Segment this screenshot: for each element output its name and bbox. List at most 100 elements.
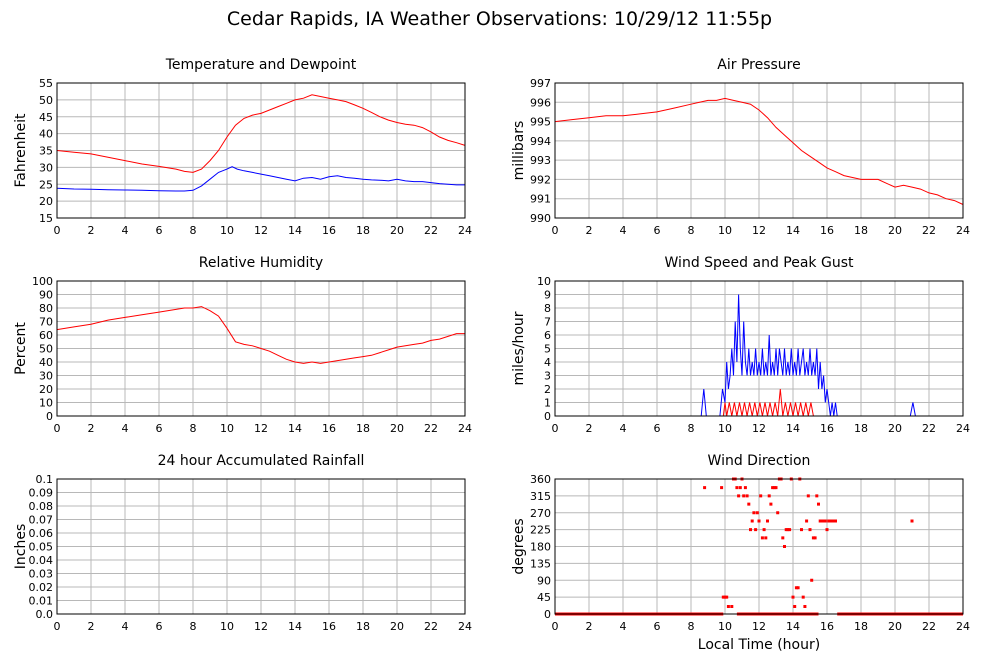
data-point xyxy=(808,528,812,532)
data-point xyxy=(766,519,769,523)
plot-frame xyxy=(554,280,964,417)
y-tick-label: 180 xyxy=(530,541,551,554)
x-tick-label: 10 xyxy=(718,422,732,435)
y-tick-label: 15 xyxy=(39,212,53,225)
data-point xyxy=(723,595,727,599)
data-point xyxy=(781,536,785,540)
x-tick-label: 12 xyxy=(752,422,766,435)
data-point xyxy=(800,528,803,532)
x-tick-label: 6 xyxy=(156,422,163,435)
data-point xyxy=(791,595,795,599)
y-tick-label: 997 xyxy=(530,77,551,90)
x-tick-label: 14 xyxy=(786,620,800,633)
x-tick-label: 20 xyxy=(390,224,404,237)
y-tick-label: 8 xyxy=(544,302,551,315)
data-point xyxy=(776,511,780,515)
x-tick-label: 16 xyxy=(820,620,834,633)
y-tick-label: 315 xyxy=(530,490,551,503)
y-tick-label: 0.01 xyxy=(29,595,54,608)
data-point xyxy=(820,519,824,523)
y-tick-label: 45 xyxy=(537,591,551,604)
x-tick-label: 4 xyxy=(122,422,129,435)
data-point xyxy=(793,605,797,608)
x-tick-label: 22 xyxy=(922,620,936,633)
x-tick-label: 24 xyxy=(458,422,472,435)
x-tick-label: 24 xyxy=(956,422,970,435)
data-point xyxy=(786,528,790,532)
x-tick-label: 6 xyxy=(654,224,661,237)
x-tick-label: 22 xyxy=(922,422,936,435)
data-point xyxy=(738,486,742,490)
y-tick-label: 45 xyxy=(39,111,53,124)
data-point xyxy=(764,536,768,540)
y-tick-label: 10 xyxy=(537,275,551,288)
plot-frame xyxy=(56,478,466,615)
series-line xyxy=(56,94,466,173)
y-tick-label: 90 xyxy=(39,289,53,302)
data-point xyxy=(749,528,752,532)
data-point xyxy=(794,586,798,590)
y-tick-label: 100 xyxy=(32,275,53,288)
y-axis-label: Percent xyxy=(13,322,29,375)
data-point xyxy=(811,536,815,540)
y-tick-label: 55 xyxy=(39,77,53,90)
data-point xyxy=(767,494,771,498)
x-tick-label: 10 xyxy=(220,224,234,237)
y-tick-label: 5 xyxy=(544,343,551,356)
data-point xyxy=(834,519,837,523)
x-tick-label: 10 xyxy=(220,620,234,633)
data-point xyxy=(760,536,764,540)
y-tick-label: 40 xyxy=(39,356,53,369)
x-tick-label: 0 xyxy=(552,620,559,633)
x-tick-label: 12 xyxy=(254,620,268,633)
data-point xyxy=(769,502,773,506)
y-axis-label: miles/hour xyxy=(511,311,527,385)
data-point xyxy=(771,486,775,490)
data-point xyxy=(813,536,817,540)
y-tick-label: 4 xyxy=(544,356,551,369)
y-tick-label: 50 xyxy=(39,343,53,356)
data-point xyxy=(822,519,826,523)
x-tick-label: 14 xyxy=(786,422,800,435)
y-tick-label: 0 xyxy=(544,410,551,423)
data-point xyxy=(742,494,746,498)
x-tick-label: 12 xyxy=(752,620,766,633)
plot-frame xyxy=(554,478,964,615)
data-point xyxy=(832,519,836,523)
series-line xyxy=(56,166,465,192)
x-tick-label: 0 xyxy=(552,422,559,435)
data-point xyxy=(801,595,805,599)
x-tick-label: 22 xyxy=(424,422,438,435)
x-tick-label: 4 xyxy=(122,224,129,237)
y-tick-label: 0.02 xyxy=(29,581,54,594)
x-tick-label: 24 xyxy=(458,620,472,633)
data-point xyxy=(806,494,810,498)
chart-panel: 0 2 4 6 8 10 12 14 16 18 20 22 240102030405060708090… xyxy=(13,255,472,435)
y-tick-label: 9 xyxy=(544,289,551,302)
x-tick-label: 12 xyxy=(254,224,268,237)
series-line xyxy=(554,97,964,205)
y-tick-label: 90 xyxy=(537,574,551,587)
x-tick-label: 6 xyxy=(654,620,661,633)
x-tick-label: 12 xyxy=(752,224,766,237)
x-tick-label: 4 xyxy=(620,422,627,435)
data-point xyxy=(823,519,827,523)
x-tick-label: 4 xyxy=(620,620,627,633)
data-point xyxy=(817,502,820,506)
x-tick-label: 0 xyxy=(54,422,61,435)
y-tick-label: 2 xyxy=(544,383,551,396)
x-tick-label: 20 xyxy=(390,620,404,633)
chart-title: Relative Humidity xyxy=(199,255,323,271)
y-tick-label: 70 xyxy=(39,316,53,329)
chart-panel: 0 2 4 6 8 10 12 14 16 18 20 22 240.00.010.020.030.04… xyxy=(13,453,472,633)
x-tick-label: 8 xyxy=(190,422,197,435)
x-tick-label: 24 xyxy=(956,224,970,237)
y-tick-label: 0 xyxy=(544,608,551,621)
x-tick-label: 4 xyxy=(122,620,129,633)
y-tick-label: 30 xyxy=(39,370,53,383)
y-tick-label: 20 xyxy=(39,383,53,396)
y-tick-label: 0.06 xyxy=(29,527,54,540)
x-axis-label: Local Time (hour) xyxy=(698,637,820,653)
x-tick-label: 2 xyxy=(88,224,95,237)
